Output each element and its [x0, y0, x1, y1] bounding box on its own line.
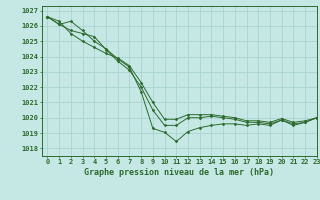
X-axis label: Graphe pression niveau de la mer (hPa): Graphe pression niveau de la mer (hPa)	[84, 168, 274, 177]
